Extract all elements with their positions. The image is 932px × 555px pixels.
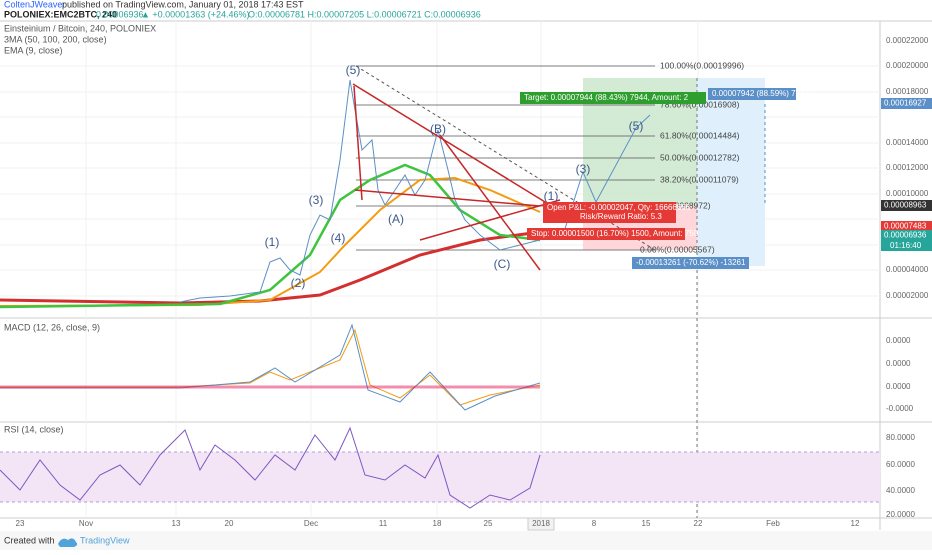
symbol: POLONIEX:EMC2BTC, 240 — [4, 9, 117, 19]
wave-label: (A) — [388, 212, 404, 226]
wave-label: (2) — [291, 276, 306, 290]
price-tag — [881, 200, 932, 211]
price-tag-text: 0.00016927 — [884, 99, 927, 108]
tick-label: 20.0000 — [886, 510, 915, 519]
tick-label: 0.0000 — [886, 382, 911, 391]
wave-label: (B) — [430, 122, 446, 136]
tick-label: 0.00012000 — [886, 163, 929, 172]
date-label: 2018 — [532, 519, 550, 528]
target-box — [520, 92, 706, 104]
date-label: 22 — [694, 519, 703, 528]
wave-label: (3) — [309, 193, 324, 207]
published: published on TradingView.com, January 01… — [62, 0, 304, 9]
fib-label: 38.20%(0.00011079) — [660, 174, 739, 184]
wave-label: (5) — [629, 119, 644, 133]
measure-text: -0.00013261 (-70.62%) -13261 — [636, 258, 746, 267]
date-label: 15 — [642, 519, 651, 528]
tick-label: 0.00018000 — [886, 87, 929, 96]
price-tag — [881, 230, 932, 241]
date-label: Nov — [79, 519, 93, 528]
fib-trend — [355, 65, 656, 251]
pnl-box — [543, 202, 676, 223]
tick-label: 0.0000 — [886, 359, 911, 368]
tick-label: 40.0000 — [886, 486, 915, 495]
logo — [58, 538, 78, 547]
footer-text: Created with — [4, 535, 55, 545]
stop-box — [527, 228, 685, 240]
tick-label: 0.00022000 — [886, 36, 929, 45]
fib-label: 0.00%(0.00005567) — [640, 244, 715, 254]
footer-brand[interactable]: TradingView — [80, 535, 130, 545]
measure-box — [708, 88, 796, 100]
panel-label: MACD (12, 26, close, 9) — [4, 322, 100, 332]
macd-line — [0, 323, 541, 411]
countdown-tag — [881, 241, 932, 251]
price-tag — [881, 221, 932, 232]
stop-text: Stop: 0.00001500 (16.70%) 1500, Amount: … — [531, 229, 699, 238]
measure-text: 0.00007942 (88.59%) 7942 — [712, 89, 810, 98]
wave-label: (1) — [544, 189, 559, 203]
price-tag — [881, 98, 932, 109]
wave-label: (4) — [331, 231, 346, 245]
date-label: 13 — [172, 519, 181, 528]
date-label: 20 — [225, 519, 234, 528]
rsi-line — [0, 426, 541, 509]
price-tag-text: 0.00008963 — [884, 201, 927, 210]
tick-label: 0.0000 — [886, 336, 911, 345]
target-text: Target: 0.00007944 (88.43%) 7944, Amount… — [524, 93, 689, 102]
last-price: 0.00006936 — [96, 9, 144, 19]
tick-label: -0.0000 — [886, 404, 914, 413]
tick-label: 0.00014000 — [886, 138, 929, 147]
tick-label: 0.00020000 — [886, 61, 929, 70]
legend: 3MA (50, 100, 200, close) — [4, 34, 107, 44]
countdown-text: 01:16:40 — [890, 241, 922, 250]
tick-label: 0.00004000 — [886, 265, 929, 274]
change: ▲ +0.00001363 (+24.46%) — [141, 9, 250, 19]
wave-label: (5) — [346, 63, 361, 77]
date-label: 12 — [851, 519, 860, 528]
measure-box — [632, 257, 749, 269]
price-axis: 0.00022000 0.00020000 0.00018000 0.00014… — [886, 36, 929, 300]
legend: EMA (9, close) — [4, 45, 63, 55]
pnl-text: Open P&L: -0.00002047, Qty: 16666666 — [547, 203, 691, 212]
fib-label: 61.80%(0.00014484) — [660, 130, 740, 140]
ma-100 — [0, 176, 541, 307]
date-label: Feb — [766, 519, 780, 528]
tick-label: 0.00010000 — [886, 189, 929, 198]
price-tag-text: 0.00007483 — [884, 222, 927, 231]
ma-200 — [0, 230, 541, 305]
tick-label: 80.0000 — [886, 433, 915, 442]
price-tag-text: 0.00006936 — [884, 231, 927, 240]
author[interactable]: ColtenJWeaver — [4, 0, 65, 9]
wave-label: (3) — [576, 162, 591, 176]
price — [179, 79, 541, 303]
date-label: 8 — [592, 519, 597, 528]
date-axis: 23 Nov 13 20 Dec 11 18 25 2018 8 15 22 F… — [16, 517, 860, 531]
macd-signal — [0, 328, 541, 406]
date-label: 23 — [16, 519, 25, 528]
fib-label: 50.00%(0.00012782) — [660, 152, 740, 162]
date-label: 11 — [379, 519, 388, 528]
rr-text: Risk/Reward Ratio: 5.3 — [580, 212, 662, 221]
footer — [0, 531, 932, 550]
date-highlight — [527, 517, 555, 531]
date-label: Dec — [304, 519, 318, 528]
range-zone — [697, 78, 765, 266]
date-label: 18 — [433, 519, 442, 528]
tick-label: 60.0000 — [886, 460, 915, 469]
wave-label: (C) — [494, 257, 511, 271]
date-label: 25 — [484, 519, 493, 528]
panel-label: RSI (14, close) — [4, 424, 64, 434]
ohlc: O:0.00006781 H:0.00007205 L:0.00006721 C… — [248, 9, 481, 19]
trendlines — [352, 83, 561, 271]
tick-label: 0.00002000 — [886, 291, 929, 300]
fib-label: (0.00008972) — [660, 200, 711, 210]
fib-label: 78.60%(0.00016908) — [660, 99, 740, 109]
legend: Einsteinium / Bitcoin, 240, POLONIEX — [4, 23, 156, 33]
header-bar — [0, 0, 932, 18]
wave-label: (1) — [265, 235, 280, 249]
ma-50 — [0, 163, 541, 309]
fib-label: 100.00%(0.00019996) — [660, 60, 744, 70]
